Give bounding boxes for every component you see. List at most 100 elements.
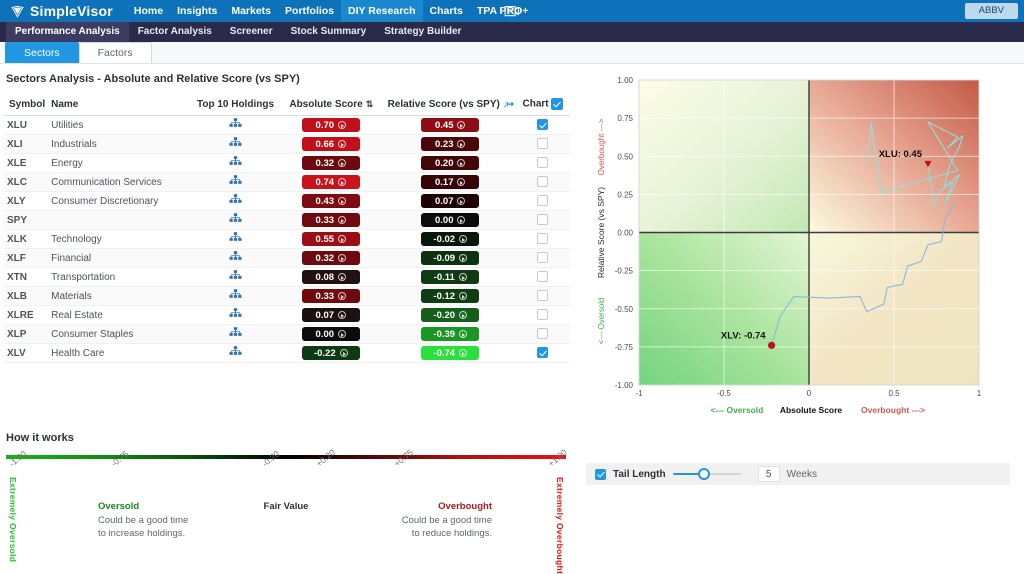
absolute-score-badge[interactable]: 0.32 xyxy=(301,251,360,265)
cell-holdings[interactable] xyxy=(193,210,278,230)
table-row[interactable]: XTN Transportation 0.08 -0.11 xyxy=(4,267,570,287)
relative-score-badge[interactable]: 0.23 xyxy=(421,137,480,151)
chart-row-checkbox[interactable] xyxy=(537,119,549,131)
org-chart-icon[interactable] xyxy=(229,175,242,186)
relative-score-badge[interactable]: 0.00 xyxy=(421,213,480,227)
relative-score-badge[interactable]: -0.11 xyxy=(421,270,480,284)
chart-row-checkbox[interactable] xyxy=(537,309,549,321)
absolute-score-badge[interactable]: 0.32 xyxy=(301,156,360,170)
select-all-chart-checkbox[interactable] xyxy=(551,98,564,110)
chart-row-checkbox[interactable] xyxy=(537,214,549,226)
table-row[interactable]: XLE Energy 0.32 0.20 xyxy=(4,153,570,173)
absolute-score-badge[interactable]: 0.33 xyxy=(301,213,360,227)
chart-row-checkbox[interactable] xyxy=(537,233,549,245)
table-row[interactable]: XLU Utilities 0.70 0.45 xyxy=(4,115,570,135)
sort-descending-icon[interactable]: ↓↦ xyxy=(502,99,514,109)
cell-holdings[interactable] xyxy=(193,134,278,154)
org-chart-icon[interactable] xyxy=(229,213,242,224)
tail-length-slider[interactable] xyxy=(672,467,741,481)
cell-holdings[interactable] xyxy=(193,248,278,268)
tail-length-value[interactable]: 5 xyxy=(757,466,780,482)
absolute-score-badge[interactable]: 0.55 xyxy=(301,232,360,246)
table-row[interactable]: SPY 0.33 0.00 xyxy=(4,210,570,230)
column-header-absolute-score[interactable]: Absolute Score ⇅ xyxy=(277,94,385,116)
org-chart-icon[interactable] xyxy=(229,156,242,167)
absolute-score-badge[interactable]: 0.66 xyxy=(301,137,360,151)
org-chart-icon[interactable] xyxy=(229,308,242,319)
org-chart-icon[interactable] xyxy=(229,232,242,243)
nav-link-portfolios[interactable]: Portfolios xyxy=(285,5,335,17)
table-row[interactable]: XLF Financial 0.32 -0.09 xyxy=(4,248,570,268)
subnav-item-strategy-builder[interactable]: Strategy Builder xyxy=(384,26,462,37)
relative-score-badge[interactable]: -0.02 xyxy=(421,232,480,246)
column-header-holdings[interactable]: Top 10 Holdings xyxy=(193,94,278,116)
org-chart-icon[interactable] xyxy=(229,289,242,300)
subnav-item-factor-analysis[interactable]: Factor Analysis xyxy=(137,26,212,37)
cell-holdings[interactable] xyxy=(193,286,278,306)
column-header-name[interactable]: Name xyxy=(48,94,194,116)
cell-holdings[interactable] xyxy=(193,343,278,363)
subnav-item-screener[interactable]: Screener xyxy=(229,26,273,37)
cell-holdings[interactable] xyxy=(193,153,278,173)
column-header-chart[interactable]: Chart xyxy=(515,94,570,116)
table-row[interactable]: XLK Technology 0.55 -0.02 xyxy=(4,229,570,249)
absolute-score-badge[interactable]: 0.43 xyxy=(301,194,360,208)
column-header-symbol[interactable]: Symbol xyxy=(4,94,49,116)
cell-holdings[interactable] xyxy=(193,191,278,211)
table-row[interactable]: XLC Communication Services 0.74 0.17 xyxy=(4,172,570,192)
absolute-score-badge[interactable]: 0.00 xyxy=(301,327,360,341)
relative-score-badge[interactable]: 0.20 xyxy=(421,156,480,170)
org-chart-icon[interactable] xyxy=(229,327,242,338)
chart-row-checkbox[interactable] xyxy=(537,195,549,207)
cell-holdings[interactable] xyxy=(193,324,278,344)
cell-holdings[interactable] xyxy=(193,115,278,135)
org-chart-icon[interactable] xyxy=(229,118,242,129)
absolute-score-badge[interactable]: 0.33 xyxy=(301,289,360,303)
tail-length-checkbox[interactable] xyxy=(595,468,606,480)
org-chart-icon[interactable] xyxy=(229,137,242,148)
brand-logo-area[interactable]: SimpleVisor xyxy=(0,3,113,19)
relative-score-badge[interactable]: -0.12 xyxy=(421,289,480,303)
org-chart-icon[interactable] xyxy=(229,194,242,205)
relative-score-badge[interactable]: -0.39 xyxy=(421,327,480,341)
table-row[interactable]: XLI Industrials 0.66 0.23 xyxy=(4,134,570,154)
tab-sectors[interactable]: Sectors xyxy=(5,42,79,63)
chart-row-checkbox[interactable] xyxy=(537,290,549,302)
cell-holdings[interactable] xyxy=(193,229,278,249)
relative-score-badge[interactable]: 0.45 xyxy=(421,118,480,132)
chart-row-checkbox[interactable] xyxy=(537,138,549,150)
table-row[interactable]: XLRE Real Estate 0.07 -0.20 xyxy=(4,305,570,325)
table-row[interactable]: XLV Health Care -0.22 -0.74 xyxy=(4,343,570,363)
cell-holdings[interactable] xyxy=(193,267,278,287)
relative-score-badge[interactable]: 0.07 xyxy=(421,194,480,208)
org-chart-icon[interactable] xyxy=(229,270,242,281)
ticker-badge[interactable]: ABBV xyxy=(964,3,1018,19)
nav-link-charts[interactable]: Charts xyxy=(429,5,463,17)
chart-row-checkbox[interactable] xyxy=(537,347,549,359)
score-scatter-chart[interactable]: -1.00 -0.75 -0.50 -0.25 0.00 0.25 0.50 0.75 1.00… xyxy=(584,70,1012,456)
cell-holdings[interactable] xyxy=(193,172,278,192)
chart-row-checkbox[interactable] xyxy=(537,328,549,340)
slider-handle[interactable] xyxy=(697,468,710,480)
chart-row-checkbox[interactable] xyxy=(537,176,549,188)
subnav-item-stock-summary[interactable]: Stock Summary xyxy=(290,26,367,37)
absolute-score-badge[interactable]: -0.22 xyxy=(301,346,360,360)
table-row[interactable]: XLY Consumer Discretionary 0.43 0.07 xyxy=(4,191,570,211)
absolute-score-badge[interactable]: 0.08 xyxy=(301,270,360,284)
absolute-score-badge[interactable]: 0.74 xyxy=(301,175,360,189)
subnav-item-performance-analysis[interactable]: Performance Analysis xyxy=(6,22,129,42)
relative-score-badge[interactable]: 0.17 xyxy=(421,175,480,189)
absolute-score-badge[interactable]: 0.07 xyxy=(301,308,360,322)
nav-link-markets[interactable]: Markets xyxy=(231,5,272,17)
table-row[interactable]: XLP Consumer Staples 0.00 -0.39 xyxy=(4,324,570,344)
nav-link-home[interactable]: Home xyxy=(133,5,164,17)
table-row[interactable]: XLB Materials 0.33 -0.12 xyxy=(4,286,570,306)
chart-row-checkbox[interactable] xyxy=(537,271,549,283)
sort-updown-icon[interactable]: ⇅ xyxy=(365,99,373,109)
chart-row-checkbox[interactable] xyxy=(537,157,549,169)
relative-score-badge[interactable]: -0.20 xyxy=(421,308,480,322)
relative-score-badge[interactable]: -0.09 xyxy=(421,251,480,265)
org-chart-icon[interactable] xyxy=(229,346,242,357)
chart-row-checkbox[interactable] xyxy=(537,252,549,264)
nav-link-insights[interactable]: Insights xyxy=(177,5,218,17)
